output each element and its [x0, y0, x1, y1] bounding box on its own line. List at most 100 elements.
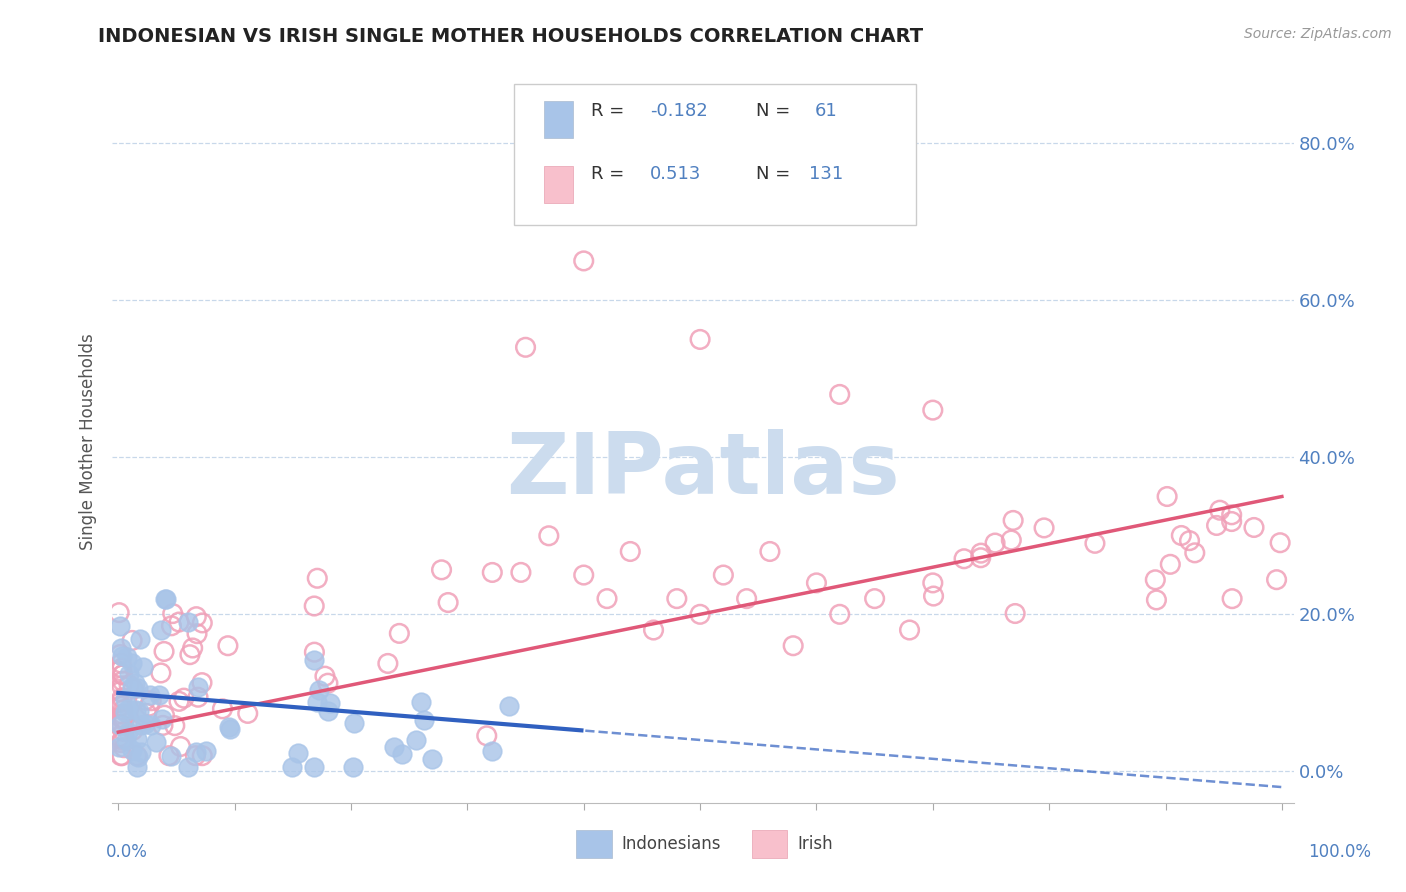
Point: [475, 729, 498, 743]
Point: [643, 623, 665, 637]
Point: [110, 736, 132, 750]
Point: [141, 694, 163, 708]
Text: N =: N =: [756, 102, 790, 120]
Point: [162, 607, 184, 621]
Point: [134, 716, 156, 731]
Point: [217, 639, 239, 653]
Point: [179, 648, 201, 662]
Point: [307, 695, 329, 709]
Point: [1000, 533, 1022, 547]
Point: [302, 599, 325, 613]
Point: [141, 718, 163, 732]
Point: [689, 607, 711, 622]
Point: [157, 748, 180, 763]
Point: [114, 705, 136, 719]
Point: [187, 680, 209, 694]
Point: [970, 546, 993, 560]
Point: [108, 684, 131, 698]
Point: [409, 695, 432, 709]
Point: [167, 615, 190, 629]
Point: [118, 678, 141, 692]
Point: [108, 648, 131, 662]
Point: [134, 693, 156, 707]
Point: [828, 387, 851, 401]
Point: [110, 710, 132, 724]
Point: [163, 719, 186, 733]
Point: [1084, 536, 1107, 550]
Point: [314, 669, 336, 683]
Point: [121, 633, 143, 648]
Point: [177, 615, 200, 630]
Point: [155, 591, 177, 606]
Text: 131: 131: [810, 165, 844, 183]
Point: [112, 731, 135, 746]
Point: [187, 690, 209, 705]
Point: [194, 744, 217, 758]
Point: [304, 645, 326, 659]
Point: [111, 679, 134, 693]
Point: [759, 544, 782, 558]
Point: [922, 589, 945, 603]
Point: [782, 639, 804, 653]
Point: [125, 732, 148, 747]
Point: [236, 706, 259, 721]
Point: [155, 591, 177, 606]
Point: [1144, 573, 1167, 587]
Point: [420, 752, 443, 766]
Point: [149, 623, 172, 637]
Point: [537, 529, 560, 543]
Point: [112, 713, 135, 727]
Text: 61: 61: [815, 102, 838, 120]
Point: [572, 568, 595, 582]
Point: [218, 721, 240, 735]
Point: [112, 703, 135, 717]
Point: [186, 745, 208, 759]
Point: [111, 668, 134, 682]
Point: [405, 733, 427, 747]
Point: [1178, 533, 1201, 548]
Text: ZIPatlas: ZIPatlas: [506, 429, 900, 512]
Point: [111, 733, 134, 747]
Point: [1220, 508, 1243, 522]
Point: [377, 657, 399, 671]
Point: [139, 689, 162, 703]
Point: [1184, 546, 1206, 560]
Point: [149, 665, 172, 680]
Point: [138, 699, 160, 714]
Point: [316, 676, 339, 690]
Point: [108, 606, 131, 620]
Point: [984, 536, 1007, 550]
Point: [191, 675, 214, 690]
Text: Irish: Irish: [797, 835, 832, 853]
Point: [287, 746, 309, 760]
Point: [665, 591, 688, 606]
Point: [343, 716, 366, 731]
Point: [184, 748, 207, 763]
Point: [1156, 490, 1178, 504]
Point: [108, 696, 131, 710]
Text: Source: ZipAtlas.com: Source: ZipAtlas.com: [1244, 27, 1392, 41]
Text: R =: R =: [591, 102, 624, 120]
Point: [110, 718, 132, 732]
Point: [308, 682, 330, 697]
Point: [111, 748, 134, 763]
Point: [711, 568, 734, 582]
Point: [111, 661, 134, 675]
Point: [107, 664, 129, 678]
Point: [117, 650, 139, 665]
Text: N =: N =: [756, 165, 790, 183]
Point: [111, 699, 134, 714]
Point: [1033, 521, 1056, 535]
Bar: [544, 101, 574, 138]
Point: [112, 712, 135, 726]
Point: [111, 674, 134, 689]
Point: [1220, 515, 1243, 529]
Point: [388, 626, 411, 640]
Point: [121, 743, 143, 757]
Point: [498, 699, 520, 714]
Point: [128, 704, 150, 718]
Point: [307, 571, 329, 585]
Point: [112, 740, 135, 755]
Point: [1209, 503, 1232, 517]
Point: [391, 747, 413, 761]
